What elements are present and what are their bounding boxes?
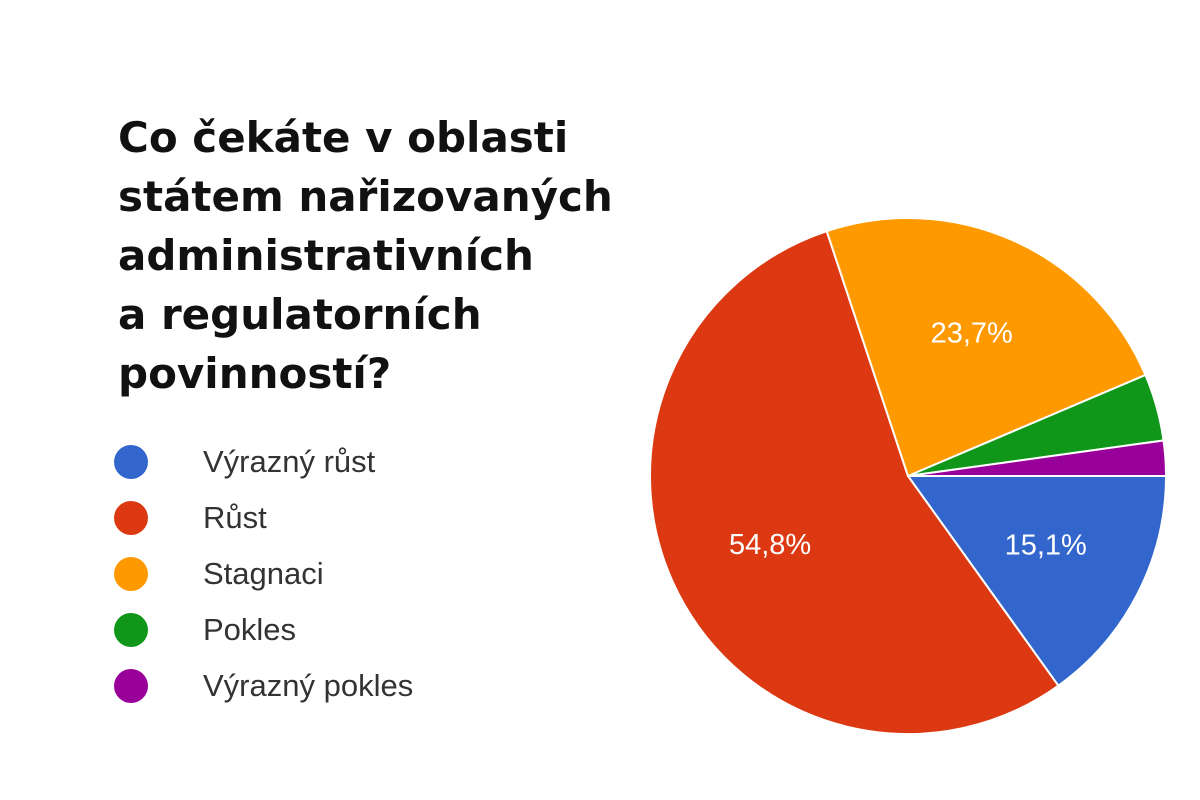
slice-data-label: 15,1% <box>1005 529 1087 561</box>
legend-item-vyrazny-rust[interactable]: Výrazný růst <box>114 434 413 490</box>
legend-item-rust[interactable]: Růst <box>114 490 413 546</box>
chart-title: Co čekáte v oblasti státem nařizovaných … <box>118 108 658 403</box>
legend-label: Výrazný pokles <box>203 668 414 703</box>
pie-slice-výrazný-růst[interactable] <box>906 475 1168 688</box>
slice-data-label: 23,7% <box>931 318 1013 350</box>
chart-title-line: státem nařizovaných <box>118 172 613 221</box>
pie-slice-růst[interactable] <box>649 229 1060 735</box>
legend-label: Růst <box>203 500 267 535</box>
chart-title-line: Co čekáte v oblasti <box>118 113 569 162</box>
legend-dot <box>114 557 148 591</box>
legend-label: Pokles <box>203 612 297 647</box>
legend: Výrazný růst Růst Stagnaci Pokles Výrazn… <box>114 434 413 714</box>
pie-slice-stagnaci[interactable] <box>825 217 1147 478</box>
chart-title-line: povinností? <box>118 349 392 398</box>
legend-dot <box>114 445 148 479</box>
legend-item-pokles[interactable]: Pokles <box>114 602 413 658</box>
legend-item-vyrazny-pokles[interactable]: Výrazný pokles <box>114 658 413 714</box>
legend-label: Stagnaci <box>203 556 324 591</box>
legend-dot <box>114 669 148 703</box>
chart-title-line: a regulatorních <box>118 290 482 339</box>
legend-item-stagnaci[interactable]: Stagnaci <box>114 546 413 602</box>
legend-label: Výrazný růst <box>203 444 376 479</box>
slice-data-label: 54,8% <box>729 529 811 561</box>
chart-title-line: administrativních <box>118 231 534 280</box>
legend-dot <box>114 501 148 535</box>
legend-dot <box>114 613 148 647</box>
pie-slice-výrazný-pokles[interactable] <box>907 439 1168 477</box>
